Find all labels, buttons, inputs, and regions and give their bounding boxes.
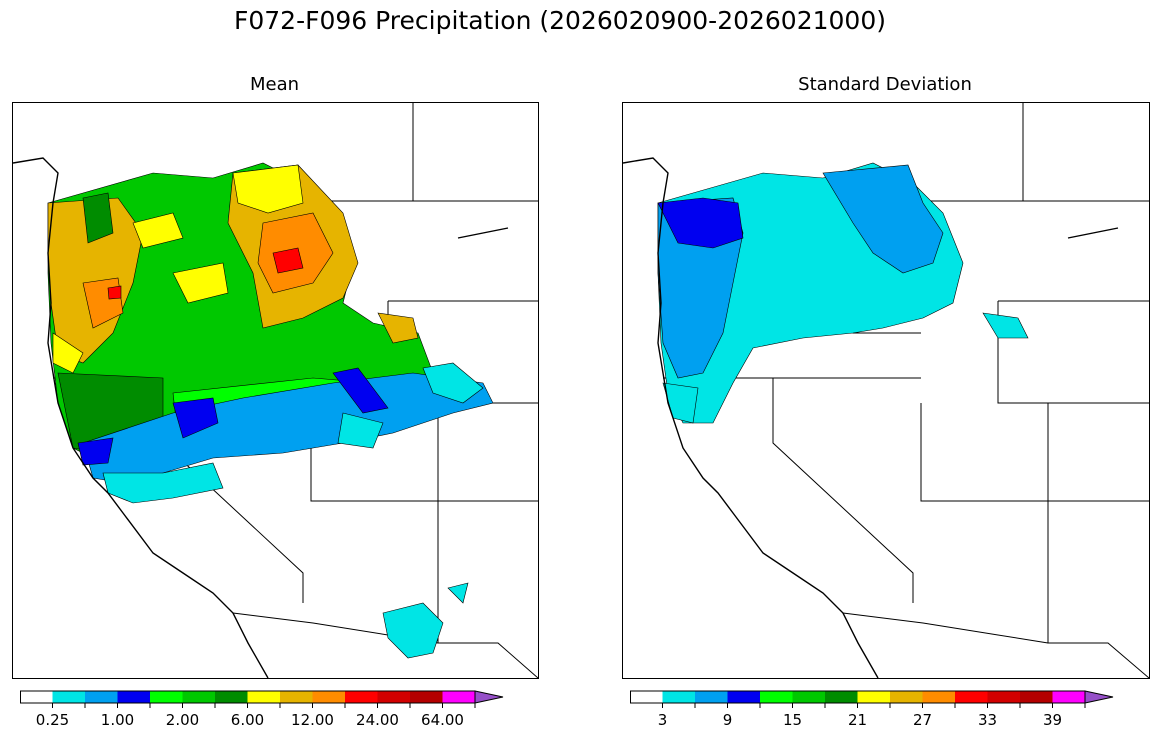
mean-colorbar-label: 0.25 xyxy=(35,711,70,729)
mean-precip-regions xyxy=(47,162,494,659)
sd-lake-ne xyxy=(1067,227,1119,239)
mean-region-yellow-coast xyxy=(52,332,84,374)
sd-colorbar-segment xyxy=(987,691,1020,703)
sd-coast-path xyxy=(623,157,879,678)
mean-region-red-east xyxy=(272,247,304,274)
mean-colorbar-segment xyxy=(150,691,183,703)
mean-border-canada xyxy=(412,103,538,202)
mean-colorbar xyxy=(20,690,504,708)
sd-colorbar-segment xyxy=(662,691,695,703)
mean-border-ut xyxy=(310,403,439,502)
mean-colorbar-segment xyxy=(20,691,53,703)
sd-colorbar-segment xyxy=(922,691,955,703)
mean-colorbar-segment xyxy=(182,691,215,703)
sd-colorbar-segment xyxy=(1052,691,1085,703)
mean-colorbar-segment xyxy=(377,691,410,703)
sd-colorbar-segment xyxy=(825,691,858,703)
mean-region-cyan-nm xyxy=(447,582,469,604)
sd-region-blue-nw xyxy=(657,197,744,249)
sd-colorbar-segment xyxy=(792,691,825,703)
sd-colorbar-segment xyxy=(857,691,890,703)
sd-border-canada xyxy=(1022,103,1149,202)
sd-border-nm-mx xyxy=(1047,501,1149,678)
mean-region-cyan-south xyxy=(102,462,224,504)
sd-colorbar-label: 27 xyxy=(912,711,933,729)
mean-colorbar-segment xyxy=(410,691,443,703)
mean-map xyxy=(12,102,539,679)
sd-colorbar-label: 39 xyxy=(1042,711,1063,729)
sd-colorbar-label: 3 xyxy=(657,711,668,729)
mean-colorbar-segment xyxy=(247,691,280,703)
mean-lake-ne xyxy=(457,227,509,239)
sd-region-skyblue-east xyxy=(822,164,944,274)
sd-map-svg xyxy=(623,103,1149,678)
mean-colorbar-segment xyxy=(442,691,475,703)
mean-colorbar-label: 24.00 xyxy=(356,711,399,729)
mean-colorbar-labels: 0.25 1.00 2.00 6.00 12.00 24.00 64.00 xyxy=(20,711,540,731)
mean-colorbar-label: 12.00 xyxy=(291,711,334,729)
sd-colorbar-segment xyxy=(760,691,793,703)
mean-colorbar-label: 6.00 xyxy=(230,711,265,729)
mean-coastline xyxy=(13,157,509,678)
mean-region-red-west xyxy=(107,285,122,300)
mean-map-svg xyxy=(13,103,538,678)
sd-colorbar-labels: 3 9 15 21 27 33 39 xyxy=(630,711,1150,731)
sd-border-ca-nv xyxy=(663,377,914,603)
mean-colorbar-segment xyxy=(345,691,378,703)
mean-border-nm-mx xyxy=(437,501,538,678)
sd-colorbar-segment xyxy=(695,691,728,703)
mean-region-yellow-central xyxy=(172,262,229,304)
mean-colorbar-segment xyxy=(117,691,150,703)
mean-region-yellow-ne xyxy=(232,164,304,214)
sd-coastline xyxy=(623,157,1119,678)
sd-colorbar-segment xyxy=(955,691,988,703)
sd-map xyxy=(622,102,1150,679)
mean-colorbar-segment xyxy=(215,691,248,703)
mean-region-blue-sierra xyxy=(172,397,219,439)
mean-region-cyan-az xyxy=(382,602,444,659)
mean-coast-path xyxy=(13,157,269,678)
mean-panel-title: Mean xyxy=(249,74,300,95)
mean-colorbar-label: 64.00 xyxy=(421,711,464,729)
sd-panel-title: Standard Deviation xyxy=(798,74,972,95)
mean-region-gold-wy xyxy=(377,312,419,344)
sd-colorbar-label: 9 xyxy=(722,711,733,729)
sd-colorbar-label: 21 xyxy=(847,711,868,729)
sd-colorbar-label: 15 xyxy=(782,711,803,729)
figure-title: F072-F096 Precipitation (2026020900-2026… xyxy=(233,6,886,35)
mean-region-darkgreen-puget xyxy=(82,192,114,244)
mean-region-blue-ut xyxy=(332,367,389,414)
mean-colorbar-label: 2.00 xyxy=(165,711,200,729)
mean-colorbar-segment xyxy=(85,691,118,703)
sd-stddev-regions xyxy=(657,162,1029,424)
sd-region-cyan-wy xyxy=(982,312,1029,339)
sd-border-co xyxy=(997,301,1149,404)
mean-region-blue-coast xyxy=(77,437,114,466)
sd-colorbar-label: 33 xyxy=(977,711,998,729)
mean-region-cyan-co xyxy=(422,362,484,404)
sd-colorbar-segment xyxy=(890,691,923,703)
mean-colorbar-segment xyxy=(52,691,85,703)
sd-border-ut xyxy=(920,403,1049,502)
sd-colorbar-extend-arrow xyxy=(1084,690,1114,704)
sd-colorbar-segment xyxy=(1020,691,1053,703)
mean-colorbar-segment xyxy=(312,691,345,703)
sd-colorbar xyxy=(630,690,1114,708)
sd-border-az-mx xyxy=(842,612,1049,644)
sd-colorbar-segment xyxy=(630,691,663,703)
mean-region-cyan-ut xyxy=(337,412,384,449)
mean-colorbar-label: 1.00 xyxy=(100,711,135,729)
mean-colorbar-extend-arrow xyxy=(474,690,504,704)
mean-colorbar-segment xyxy=(280,691,313,703)
sd-colorbar-segment xyxy=(727,691,760,703)
mean-region-yellow-inner xyxy=(132,212,184,249)
